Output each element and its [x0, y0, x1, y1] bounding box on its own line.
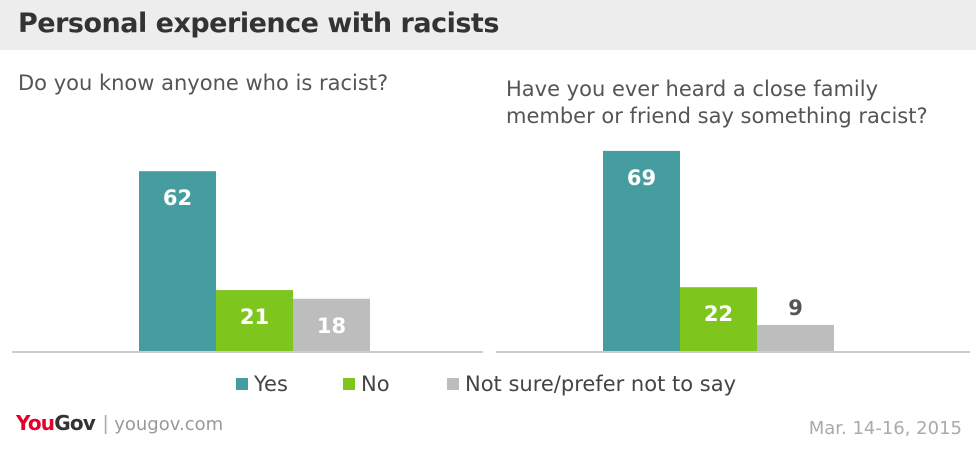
data-label-chart1-not-sure: 18 — [317, 314, 346, 338]
bar-chart2-not-sure — [757, 324, 834, 351]
left-chart-question: Do you know anyone who is racist? — [18, 71, 389, 95]
right-chart-question: Have you ever heard a close family membe… — [506, 77, 928, 128]
legend-label-no: No — [361, 372, 390, 396]
legend-swatch-yes — [236, 378, 248, 390]
bar-chart1-not-sure — [293, 298, 370, 351]
legend-label-not-sure: Not sure/prefer not to say — [465, 372, 736, 396]
logo-you-text: You — [16, 411, 55, 435]
legend-label-yes: Yes — [254, 372, 288, 396]
bar-chart1-no — [216, 290, 293, 351]
data-label-chart2-no: 22 — [704, 302, 733, 326]
data-label-chart1-yes: 62 — [163, 186, 192, 210]
bar-chart2-no — [680, 287, 757, 351]
survey-date: Mar. 14-16, 2015 — [808, 418, 962, 439]
logo-separator: | — [103, 413, 109, 435]
logo-gov-text: Gov — [54, 411, 96, 435]
legend-item-not-sure: Not sure/prefer not to say — [447, 372, 736, 396]
data-label-chart2-yes: 69 — [627, 166, 656, 190]
title-bar: Personal experience with racists — [0, 0, 976, 50]
data-label-chart2-not-sure: 9 — [788, 296, 803, 320]
bar-chart2-yes — [603, 150, 680, 351]
data-label-chart1-no: 21 — [240, 305, 269, 329]
footer-url: yougov.com — [114, 414, 224, 435]
bar-chart1-yes — [139, 171, 216, 351]
legend-item-yes: Yes — [236, 372, 288, 396]
legend-swatch-no — [343, 378, 355, 390]
legend-swatch-not-sure — [447, 378, 459, 390]
page-title: Personal experience with racists — [18, 8, 499, 39]
legend-item-no: No — [343, 372, 390, 396]
yougov-logo: You Gov | yougov.com — [16, 411, 223, 436]
